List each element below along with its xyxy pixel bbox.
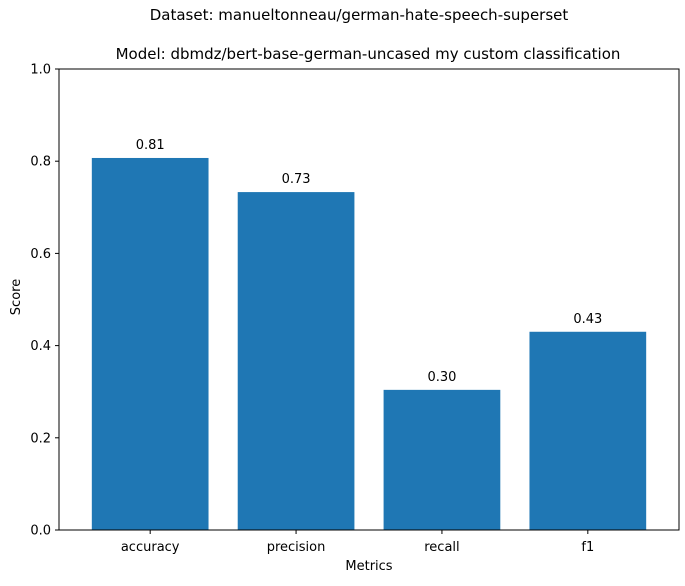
y-tick-label: 0.8	[30, 155, 51, 170]
chart-title: Dataset: manueltonneau/german-hate-speec…	[150, 6, 569, 24]
axes-frame	[58, 68, 680, 531]
data-label-precision: 0.73	[282, 172, 311, 187]
x-tick-label-recall: recall	[424, 540, 459, 555]
bar-recall	[383, 389, 501, 530]
y-tick-label: 0.6	[30, 247, 51, 262]
x-tick-label-precision: precision	[267, 540, 326, 555]
plot-area: 0.81 accuracy 0.73 precision 0.30 recall 0.43 f…	[30, 63, 680, 555]
bar-f1	[529, 331, 647, 530]
x-tick-label-accuracy: accuracy	[121, 540, 180, 555]
y-tick-label: 0.2	[30, 431, 51, 446]
y-axis-label: Score	[9, 279, 24, 315]
data-label-recall: 0.30	[427, 370, 456, 385]
y-tick-label: 0.4	[30, 339, 51, 354]
y-tick-label: 0.0	[30, 524, 51, 539]
bar-precision	[237, 192, 355, 530]
chart-subtitle: Model: dbmdz/bert-base-german-uncased my…	[116, 45, 621, 63]
data-label-f1: 0.43	[573, 312, 602, 327]
bar-accuracy	[91, 157, 209, 530]
y-tick-label: 1.0	[30, 63, 51, 78]
x-axis-label: Metrics	[345, 559, 392, 574]
data-label-accuracy: 0.81	[136, 138, 165, 153]
x-tick-label-f1: f1	[581, 540, 594, 555]
